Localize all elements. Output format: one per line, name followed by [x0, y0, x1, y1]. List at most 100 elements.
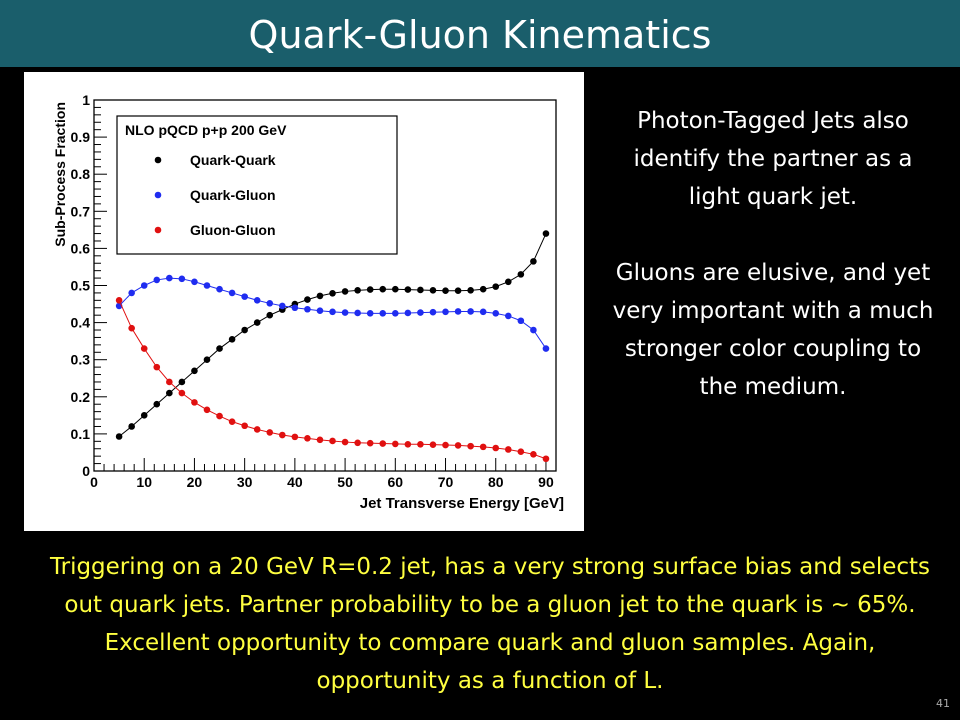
- data-point-quark-quark: [454, 287, 462, 294]
- data-point-quark-gluon: [191, 278, 198, 286]
- data-point-quark-gluon: [341, 309, 349, 316]
- data-point-quark-quark: [442, 287, 449, 294]
- data-point-quark-gluon: [530, 326, 537, 334]
- legend-label-gluon-gluon: Gluon-Gluon: [190, 222, 276, 238]
- y-tick-label: 0.8: [71, 166, 91, 182]
- bottom-text: Triggering on a 20 GeV R=0.2 jet, has a …: [49, 554, 931, 694]
- data-point-quark-gluon: [504, 312, 512, 320]
- slide-title: Quark-Gluon Kinematics: [0, 0, 960, 67]
- data-point-gluon-gluon: [366, 439, 374, 447]
- data-point-quark-gluon: [442, 308, 449, 316]
- x-tick-label: 80: [488, 474, 504, 490]
- data-point-quark-gluon: [417, 309, 424, 316]
- data-point-quark-gluon: [404, 309, 412, 317]
- side-paragraph-gluons: Gluons are elusive, and yet very importa…: [612, 260, 934, 400]
- data-point-quark-gluon: [241, 293, 248, 300]
- data-point-quark-gluon: [279, 302, 286, 310]
- data-point-quark-quark: [166, 389, 173, 397]
- plot-panel: 0 10 20 30 40 50 60 70 80 90 0 0.1 0.2 0.3 0.4 0.5 0.6 0.…: [24, 72, 584, 531]
- data-point-quark-quark: [341, 288, 349, 295]
- data-point-gluon-gluon: [191, 399, 198, 406]
- y-tick-label: 0.4: [71, 315, 91, 331]
- data-point-gluon-gluon: [404, 440, 412, 448]
- data-point-gluon-gluon: [542, 455, 550, 463]
- data-point-quark-quark: [115, 433, 123, 440]
- x-tick-label: 40: [287, 474, 303, 490]
- data-point-gluon-gluon: [504, 446, 512, 453]
- data-point-quark-gluon: [366, 310, 374, 317]
- data-point-quark-gluon: [304, 305, 311, 313]
- data-point-quark-quark: [530, 258, 537, 265]
- y-tick-label: 0.2: [71, 389, 91, 405]
- data-point-quark-quark: [266, 311, 274, 319]
- data-point-quark-gluon: [517, 317, 525, 325]
- data-point-quark-quark: [253, 319, 261, 326]
- data-point-quark-quark: [429, 287, 437, 294]
- series-quark-gluon: [115, 274, 550, 352]
- y-tick-label: 0.1: [71, 426, 91, 442]
- data-point-quark-gluon: [228, 289, 236, 297]
- x-tick-label: 60: [388, 474, 404, 490]
- data-point-gluon-gluon: [279, 431, 286, 439]
- y-tick-label: 0.3: [71, 352, 91, 368]
- side-text: Photon-Tagged Jets also identify the par…: [606, 102, 940, 406]
- data-point-quark-gluon: [429, 308, 437, 316]
- data-point-quark-gluon: [291, 304, 299, 312]
- data-point-gluon-gluon: [417, 440, 424, 448]
- data-point-quark-gluon: [203, 282, 211, 289]
- x-axis-label: Jet Transverse Energy [GeV]: [360, 495, 564, 512]
- data-point-gluon-gluon: [178, 389, 186, 397]
- data-point-quark-gluon: [178, 275, 186, 283]
- data-point-gluon-gluon: [253, 426, 261, 433]
- data-point-gluon-gluon: [166, 378, 173, 386]
- data-point-gluon-gluon: [479, 443, 487, 451]
- data-point-quark-quark: [504, 278, 512, 286]
- data-point-gluon-gluon: [442, 441, 449, 449]
- y-tick-label: 0: [82, 463, 90, 479]
- data-point-gluon-gluon: [329, 437, 336, 445]
- data-point-quark-gluon: [153, 276, 161, 284]
- data-point-quark-quark: [178, 378, 186, 386]
- legend-title: NLO pQCD p+p 200 GeV: [125, 122, 287, 138]
- data-point-gluon-gluon: [203, 406, 211, 414]
- data-point-gluon-gluon: [454, 442, 462, 449]
- data-point-quark-quark: [216, 345, 223, 352]
- data-point-quark-quark: [203, 356, 211, 364]
- side-paragraph-photon-tagged: Photon-Tagged Jets also identify the par…: [633, 108, 913, 210]
- data-point-gluon-gluon: [517, 448, 525, 456]
- x-tick-label: 0: [90, 474, 98, 490]
- data-point-quark-quark: [140, 412, 148, 419]
- data-point-quark-gluon: [329, 308, 336, 316]
- series-quark-quark: [115, 230, 550, 440]
- data-point-gluon-gluon: [429, 441, 437, 448]
- data-point-quark-quark: [492, 283, 500, 290]
- data-point-gluon-gluon: [128, 324, 135, 332]
- data-point-quark-gluon: [542, 345, 550, 352]
- data-point-gluon-gluon: [140, 345, 148, 352]
- x-tick-label: 10: [136, 474, 152, 490]
- data-point-quark-quark: [304, 296, 311, 303]
- x-tick-label: 50: [337, 474, 353, 490]
- y-tick-label: 0.6: [71, 240, 91, 256]
- data-point-quark-quark: [542, 230, 550, 237]
- y-tick-label: 0.5: [71, 278, 91, 294]
- legend-label-quark-gluon: Quark-Gluon: [190, 187, 276, 203]
- data-point-gluon-gluon: [115, 297, 123, 304]
- data-point-quark-quark: [404, 286, 412, 293]
- data-point-quark-gluon: [166, 274, 173, 282]
- data-point-quark-quark: [392, 285, 399, 293]
- x-tick-label: 70: [438, 474, 454, 490]
- data-point-quark-gluon: [479, 308, 487, 316]
- page-number: 41: [936, 697, 950, 710]
- data-point-quark-quark: [329, 289, 336, 297]
- data-point-quark-quark: [228, 335, 236, 343]
- data-point-gluon-gluon: [228, 418, 236, 425]
- data-point-quark-quark: [153, 400, 161, 408]
- data-point-gluon-gluon: [392, 440, 399, 448]
- y-axis-label: Sub-Process Fraction: [52, 102, 68, 247]
- data-point-quark-quark: [128, 423, 135, 430]
- data-point-gluon-gluon: [467, 442, 474, 450]
- data-point-quark-gluon: [316, 307, 324, 315]
- data-point-quark-gluon: [492, 310, 500, 317]
- data-point-quark-quark: [479, 285, 487, 293]
